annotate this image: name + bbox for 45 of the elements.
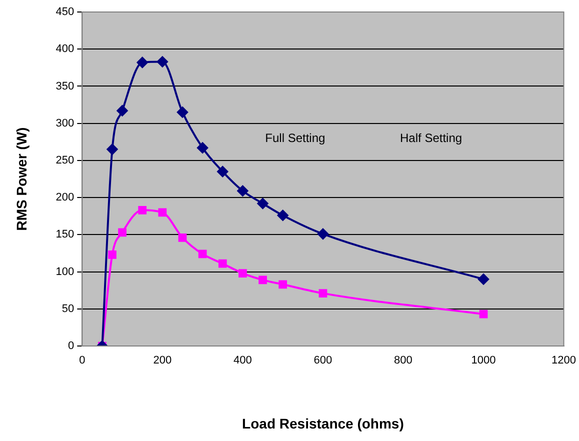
y-tick-label: 150	[56, 228, 74, 241]
point	[156, 56, 168, 68]
point	[116, 105, 128, 116]
y-axis-title: RMS Power (W)	[13, 127, 30, 231]
point	[479, 310, 488, 318]
point	[478, 274, 489, 285]
annotation: Full Setting	[265, 131, 326, 146]
point	[176, 106, 188, 118]
point	[317, 228, 328, 240]
annotation: Half Setting	[400, 131, 462, 146]
x-tick-label: 200	[153, 354, 172, 367]
point	[198, 250, 207, 258]
point	[278, 280, 288, 289]
point	[257, 198, 268, 209]
point	[318, 289, 328, 298]
x-tick-label: 1200	[552, 354, 576, 367]
point	[237, 185, 248, 196]
x-tick-label: 0	[79, 354, 86, 367]
x-tick-label: 600	[314, 354, 332, 367]
y-tick-label: 450	[56, 6, 74, 18]
point	[238, 269, 247, 278]
y-tick-label: 0	[68, 340, 74, 352]
point	[218, 259, 227, 268]
y-tick-label: 200	[56, 192, 74, 204]
point	[217, 166, 228, 178]
point	[258, 276, 267, 284]
y-tick-label: 350	[56, 80, 74, 92]
y-tick-label: 50	[62, 302, 74, 315]
point	[158, 208, 167, 217]
point	[138, 206, 147, 214]
x-tick-label: 800	[394, 354, 412, 367]
point	[108, 250, 116, 259]
point	[197, 142, 208, 154]
y-tick-label: 400	[56, 43, 74, 56]
point	[178, 233, 187, 242]
point	[118, 228, 126, 237]
point	[106, 144, 118, 155]
y-tick-label: 300	[56, 117, 74, 130]
x-axis-title: Load Resistance (ohms)	[242, 415, 404, 432]
y-tick-label: 100	[56, 266, 74, 278]
y-tick-label: 250	[56, 154, 74, 166]
x-tick-label: 1000	[471, 354, 496, 367]
point	[136, 56, 148, 68]
point	[277, 210, 288, 221]
x-tick-label: 400	[234, 354, 252, 367]
